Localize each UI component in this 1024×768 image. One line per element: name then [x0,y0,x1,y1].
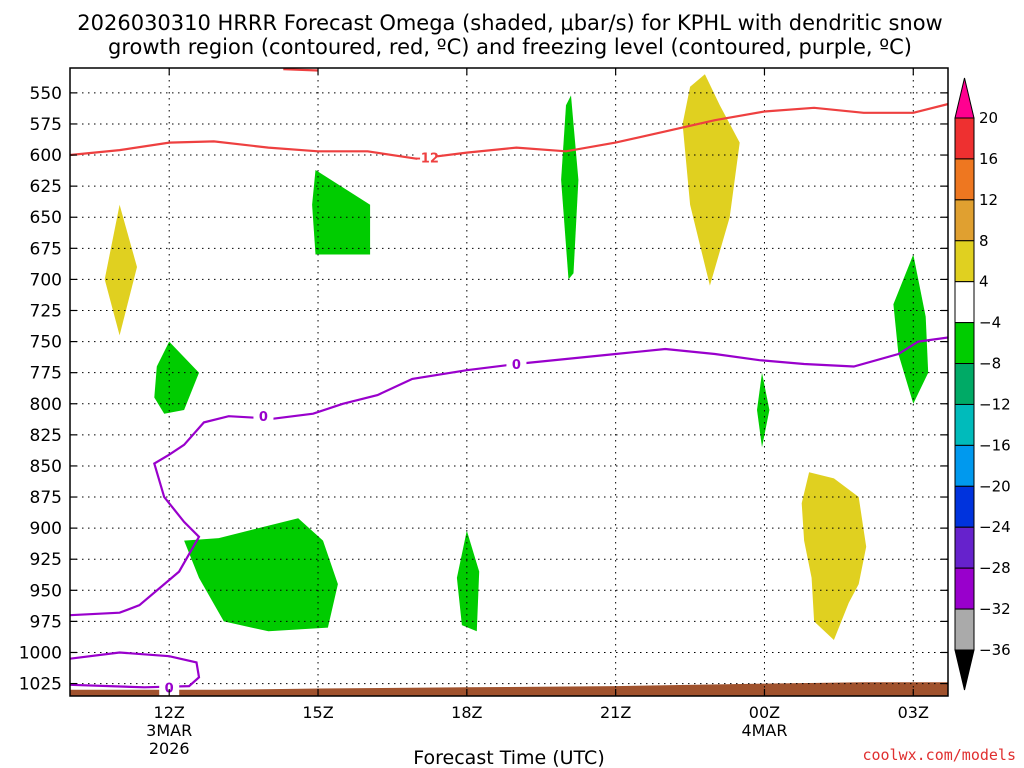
colorbar-label: 8 [979,232,989,250]
freezing-contour-label-3-bg [159,679,180,696]
colorbar-label: −28 [979,559,1011,577]
colorbar-bottom-arrow [954,649,975,691]
y-tick-label: 1025 [19,675,62,695]
colorbar: 20 16 12 8 4 −4 −8 −12 −16 −20 −24 −28 −32 −36 [954,77,1011,691]
freezing-contour-label-2: 0 [512,358,521,373]
omega-shading [70,74,948,696]
x-tick-label: 12Z [154,703,185,722]
y-tick-label: 675 [30,239,62,259]
colorbar-swatch [954,199,975,242]
dgz-contour-fragment [283,68,319,72]
colorbar-label: 20 [979,109,998,127]
x-tick-label: 15Z [302,703,333,722]
omega-patch-7 [893,254,929,404]
x-tick-label: 00Z [749,703,780,722]
omega-patch-8 [682,74,740,286]
chart-title-line-1: 2026030310 HRRR Forecast Omega (shaded, … [77,11,942,35]
colorbar-label: −12 [979,395,1011,413]
y-tick-label: 550 [30,84,62,104]
omega-patch-6 [757,372,770,448]
y-tick-label: 575 [30,115,62,135]
y-tick-label: 700 [30,270,62,290]
y-tick-label: 925 [30,550,62,570]
colorbar-label: 12 [979,191,998,209]
terrain-fill [70,682,948,696]
y-tick-label: 800 [30,395,62,415]
y-tick-label: 850 [30,457,62,477]
credit-link[interactable]: coolwx.com/models [862,746,1016,764]
colorbar-label: −36 [979,641,1011,659]
y-tick-label: 775 [30,364,62,384]
colorbar-swatch [954,567,975,610]
colorbar-swatch [954,240,975,283]
y-tick-label: 750 [30,333,62,353]
colorbar-label: 16 [979,150,998,168]
omega-patch-5 [561,95,579,280]
colorbar-swatch [954,444,975,487]
freezing-level-line [70,336,948,617]
freezing-contour-label-3: 0 [165,681,174,696]
y-tick-label: 975 [30,612,62,632]
colorbar-label: −8 [979,355,1001,373]
y-tick-label: 725 [30,301,62,321]
x-tick-sublabel: 4MAR [741,721,787,740]
y-axis: 550 575 600 625 650 675 700 725 750 775 800 825 850 8… [19,84,948,695]
omega-patch-2 [312,170,371,255]
y-tick-label: 875 [30,488,62,508]
colorbar-swatch [954,608,975,651]
dgz-contour-label-bg [417,149,438,166]
x-tick-sublabel: 2026 [149,739,190,758]
colorbar-top-arrow [954,77,975,119]
contour-lines: -12 0 0 0 [70,68,948,696]
colorbar-swatch [954,403,975,446]
y-tick-label: 1000 [19,643,62,663]
omega-patch-4 [456,530,480,632]
colorbar-label: −24 [979,518,1011,536]
dgz-contour-label: -12 [415,152,439,167]
y-tick-label: 600 [30,146,62,166]
colorbar-label: −32 [979,600,1011,618]
x-tick-label: 21Z [600,703,631,722]
colorbar-swatch [954,281,975,324]
y-tick-label: 950 [30,581,62,601]
colorbar-label: −4 [979,314,1001,332]
colorbar-label: −16 [979,436,1011,454]
chart-title-line-2: growth region (contoured, red, ºC) and f… [108,35,912,59]
x-axis-title: Forecast Time (UTC) [413,747,604,768]
colorbar-swatch [954,322,975,365]
colorbar-label: 4 [979,273,989,291]
colorbar-swatch [954,485,975,528]
freezing-contour-label-1-bg [253,408,274,425]
colorbar-swatch [954,158,975,201]
x-tick-sublabel: 3MAR [146,721,192,740]
y-tick-label: 650 [30,208,62,228]
plot-frame [69,67,949,697]
freezing-contour-label-1: 0 [259,410,268,425]
y-tick-label: 825 [30,426,62,446]
freezing-contour-label-2-bg [506,355,527,372]
colorbar-swatch [954,117,975,160]
x-tick-label: 18Z [451,703,482,722]
colorbar-swatch [954,363,975,405]
y-tick-label: 625 [30,177,62,197]
dgz-contour-line [70,102,948,160]
colorbar-label: −20 [979,477,1011,495]
y-tick-label: 900 [30,519,62,539]
omega-patch-9 [801,472,867,640]
omega-patch-0 [104,204,137,336]
omega-patch-3 [184,518,338,632]
grid [70,68,948,696]
x-tick-label: 03Z [898,703,929,722]
colorbar-swatch [954,526,975,569]
omega-patch-1 [154,341,199,414]
freezing-level-lower-line [70,651,201,689]
